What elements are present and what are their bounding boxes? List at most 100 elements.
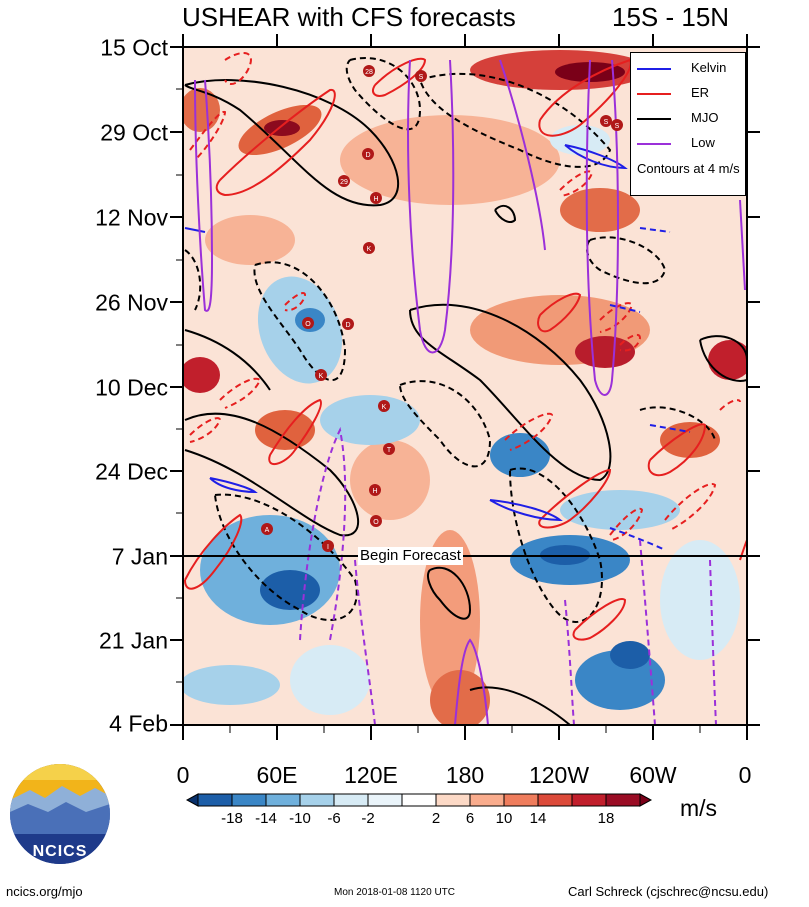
legend-label: Low bbox=[691, 135, 715, 150]
svg-text:O: O bbox=[373, 519, 379, 526]
y-axis-label: 26 Nov bbox=[95, 289, 168, 316]
storm-marker: 29 bbox=[338, 175, 350, 187]
svg-text:T: T bbox=[387, 447, 392, 454]
legend-entry-er: ER bbox=[631, 84, 745, 104]
svg-text:K: K bbox=[367, 246, 372, 253]
footer-url: ncics.org/mjo bbox=[6, 884, 83, 899]
legend-swatch bbox=[637, 118, 671, 120]
colorbar-label: -18 bbox=[221, 810, 243, 827]
x-axis-label: 180 bbox=[445, 762, 485, 788]
svg-text:S: S bbox=[419, 74, 424, 81]
svg-text:S: S bbox=[615, 123, 620, 130]
colorbar-cell bbox=[333, 793, 369, 807]
colorbar-label: -2 bbox=[361, 810, 375, 827]
legend: Kelvin ER MJO Low Contours at 4 m/s bbox=[630, 52, 746, 196]
colorbar-cell bbox=[197, 793, 233, 807]
minor-ticks bbox=[176, 88, 701, 733]
legend-swatch bbox=[637, 93, 671, 95]
colorbar-cell bbox=[401, 793, 437, 807]
y-axis-label: 29 Oct bbox=[100, 119, 168, 146]
colorbar-cell bbox=[435, 793, 471, 807]
x-axis-label: 120W bbox=[528, 762, 590, 788]
colorbar bbox=[185, 793, 653, 807]
svg-text:D: D bbox=[365, 152, 370, 159]
legend-note: Contours at 4 m/s bbox=[637, 161, 740, 176]
x-axis-label: 120E bbox=[344, 762, 398, 788]
colorbar-cell bbox=[185, 793, 199, 807]
colorbar-label: -6 bbox=[327, 810, 341, 827]
y-axis-label: 4 Feb bbox=[109, 710, 168, 737]
colorbar-cell bbox=[639, 793, 653, 807]
colorbar-cell bbox=[571, 793, 607, 807]
wind-shear-shading bbox=[183, 47, 747, 725]
storm-marker: I bbox=[322, 540, 334, 552]
storm-marker: S bbox=[611, 119, 623, 131]
svg-text:K: K bbox=[319, 373, 324, 380]
x-axis-label: 60E bbox=[256, 762, 298, 788]
legend-swatch bbox=[637, 143, 671, 145]
colorbar-cell bbox=[469, 793, 505, 807]
x-axis-label: 0 bbox=[738, 762, 752, 788]
y-axis-label: 24 Dec bbox=[95, 458, 168, 485]
storm-marker: O bbox=[370, 515, 382, 527]
storm-marker: T bbox=[383, 443, 395, 455]
ncics-logo bbox=[10, 764, 110, 864]
colorbar-cell bbox=[299, 793, 335, 807]
storm-marker: H bbox=[370, 192, 382, 204]
colorbar-label: -14 bbox=[255, 810, 277, 827]
svg-text:A: A bbox=[265, 527, 270, 534]
legend-label: ER bbox=[691, 85, 710, 100]
legend-entry-mjo: MJO bbox=[631, 109, 745, 129]
colorbar-cell bbox=[537, 793, 573, 807]
svg-text:28: 28 bbox=[365, 69, 373, 76]
y-axis-label: 12 Nov bbox=[95, 204, 168, 231]
y-axis-label: 7 Jan bbox=[111, 543, 168, 570]
colorbar-label: -10 bbox=[289, 810, 311, 827]
begin-forecast-label: Begin Forecast bbox=[358, 547, 463, 565]
axis-ticks bbox=[170, 34, 760, 740]
x-axis-label: 60W bbox=[629, 762, 677, 788]
storm-marker: A bbox=[261, 523, 273, 535]
storm-marker: D bbox=[362, 148, 374, 160]
storm-marker: K bbox=[378, 400, 390, 412]
svg-text:I: I bbox=[327, 544, 329, 551]
colorbar-cell bbox=[265, 793, 301, 807]
colorbar-cell bbox=[231, 793, 267, 807]
storm-marker: K bbox=[315, 369, 327, 381]
storm-marker: H bbox=[369, 484, 381, 496]
legend-swatch bbox=[637, 68, 671, 70]
colorbar-label: 14 bbox=[529, 810, 547, 827]
storm-marker: O bbox=[302, 317, 314, 329]
legend-entry-low: Low bbox=[631, 134, 745, 154]
storm-markers: 28 S S S D 29 H K O D K K T H O A I bbox=[261, 65, 623, 552]
storm-marker: 28 bbox=[363, 65, 375, 77]
svg-text:S: S bbox=[604, 119, 609, 126]
svg-text:H: H bbox=[372, 488, 377, 495]
svg-text:H: H bbox=[373, 196, 378, 203]
svg-text:D: D bbox=[345, 322, 350, 329]
logo-text: NCICS bbox=[32, 843, 88, 860]
footer-author: Carl Schreck (cjschrec@ncsu.edu) bbox=[568, 884, 769, 899]
colorbar-label: 10 bbox=[495, 810, 513, 827]
y-axis-label: 10 Dec bbox=[95, 374, 168, 401]
y-axis-label: 21 Jan bbox=[98, 627, 168, 654]
storm-marker: S bbox=[600, 115, 612, 127]
region-label: 15S - 15N bbox=[612, 2, 730, 32]
storm-marker: S bbox=[415, 70, 427, 82]
colorbar-cell bbox=[605, 793, 641, 807]
svg-text:K: K bbox=[382, 404, 387, 411]
storm-marker: D bbox=[342, 318, 354, 330]
colorbar-units: m/s bbox=[680, 795, 718, 821]
storm-marker: K bbox=[363, 242, 375, 254]
footer-timestamp: Mon 2018-01-08 1120 UTC bbox=[334, 887, 455, 898]
page-title: USHEAR with CFS forecasts bbox=[182, 2, 516, 32]
x-axis-label: 0 bbox=[176, 762, 190, 788]
colorbar-cell bbox=[367, 793, 403, 807]
colorbar-label: 18 bbox=[597, 810, 615, 827]
colorbar-cell bbox=[503, 793, 539, 807]
legend-label: Kelvin bbox=[691, 60, 727, 75]
legend-entry-kelvin: Kelvin bbox=[631, 59, 745, 79]
y-axis-label: 15 Oct bbox=[100, 34, 168, 61]
colorbar-label: 2 bbox=[431, 810, 441, 827]
